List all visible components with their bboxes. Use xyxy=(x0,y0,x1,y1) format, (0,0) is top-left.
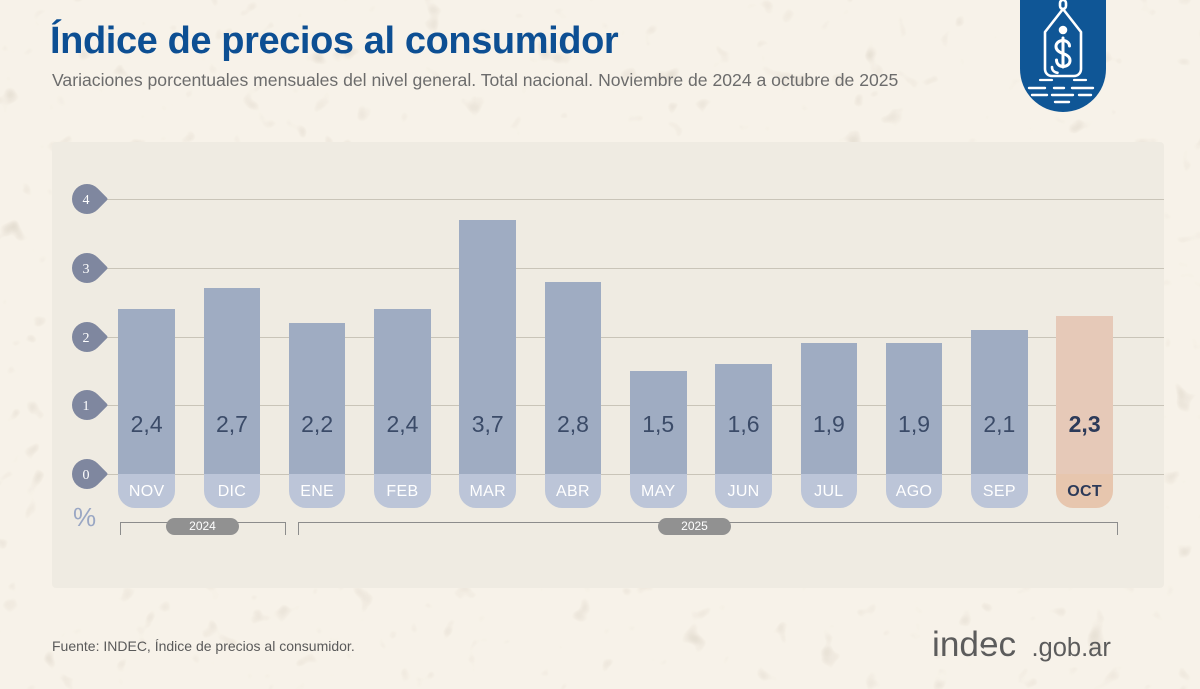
svg-text:indec: indec xyxy=(932,625,1016,664)
svg-text:.gob.ar: .gob.ar xyxy=(1031,634,1111,662)
